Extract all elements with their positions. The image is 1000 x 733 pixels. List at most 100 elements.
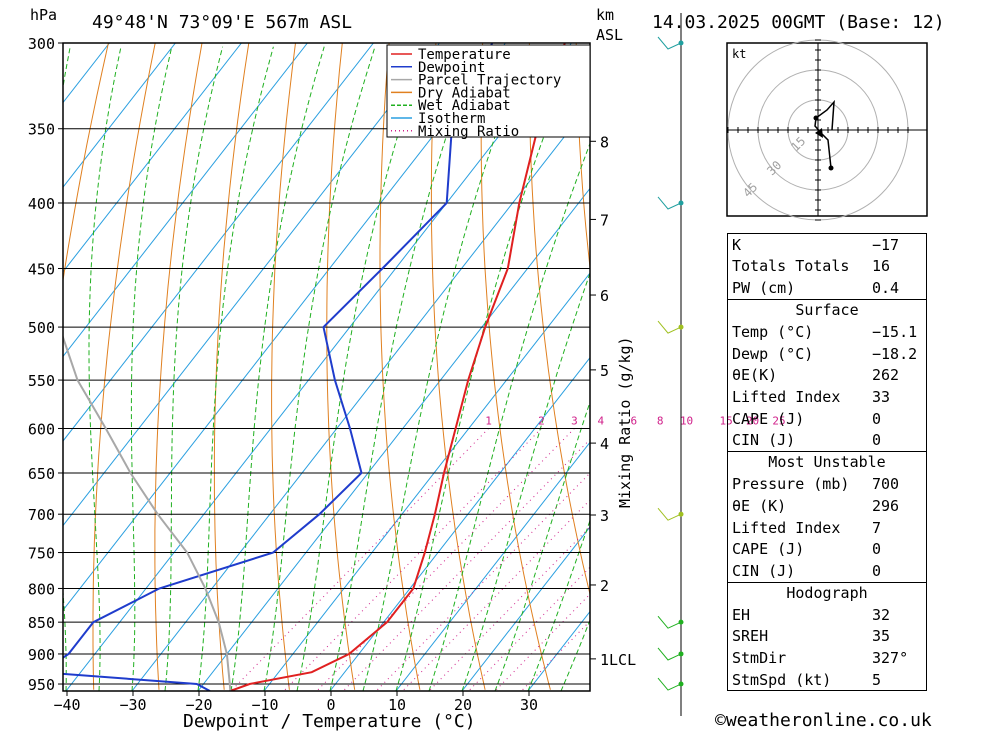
wet-adiabat-line — [164, 46, 224, 691]
x-tick-label: 10 — [388, 696, 406, 714]
isotherm-line — [63, 43, 506, 612]
isotherm-line — [63, 43, 440, 527]
hodograph-unit-label: kt — [732, 47, 746, 61]
storm-motion-marker — [815, 128, 823, 138]
chart-grid — [63, 43, 1000, 691]
isotherm-line — [461, 526, 590, 691]
chart-axes: 3003504004505005506006507007508008509009… — [28, 35, 636, 714]
surface-cin-label: CIN (J) — [732, 431, 796, 450]
hpa-label: hPa — [30, 6, 57, 24]
surface-temp-value: −15.1 — [872, 323, 918, 342]
k-index-label: K — [732, 235, 742, 254]
totals-value: 16 — [872, 257, 891, 276]
surface-temp-label: Temp (°C) — [732, 323, 814, 342]
km-tick-label: 3 — [600, 507, 609, 525]
wind-barb — [657, 36, 682, 50]
isotherm-line — [65, 43, 572, 691]
y-tick-label: 750 — [28, 545, 55, 563]
km-tick-label: 7 — [600, 211, 609, 229]
hodograph-title: Hodograph — [786, 583, 868, 602]
x-axis-title: Dewpoint / Temperature (°C) — [183, 711, 476, 732]
surface-cape-value: 0 — [872, 409, 882, 428]
wet-adiabat-line — [461, 271, 590, 691]
y-tick-label: 350 — [28, 121, 55, 139]
mixing-ratio-label: 3 — [571, 414, 578, 427]
km-tick-label: 4 — [600, 435, 609, 453]
isotherm-line — [63, 43, 374, 442]
mixing-ratio-label: 10 — [680, 414, 693, 427]
stmdir-row: StmDir 327° — [728, 647, 926, 669]
y-tick-label: 900 — [28, 646, 55, 664]
sreh-row: SREH 35 — [728, 626, 926, 648]
stmdir-value: 327° — [872, 649, 909, 668]
surface-title: Surface — [795, 300, 859, 319]
isotherm-line — [63, 43, 242, 273]
mu-cin-row: CIN (J) 0 — [728, 560, 926, 582]
isotherm-line — [395, 441, 590, 691]
km-tick-label: 2 — [600, 577, 609, 595]
mu-pressure-row: Pressure (mb) 700 — [728, 474, 926, 496]
mixing-ratio-label: 15 — [720, 414, 733, 427]
asl-label: ASL — [596, 26, 623, 44]
surface-theta-row: θE(K) 262 — [728, 365, 926, 387]
wet-adiabat-line — [527, 519, 590, 691]
parcel-trajectory-profile — [63, 334, 232, 691]
surface-dewp-row: Dewp (°C) −18.2 — [728, 343, 926, 365]
dry-adiabat-line — [63, 43, 109, 284]
wet-adiabat-line — [428, 142, 590, 691]
km-tick-label: 6 — [600, 287, 609, 305]
y-tick-label: 300 — [28, 35, 55, 53]
dry-adiabat-line — [154, 43, 203, 690]
mu-cape-label: CAPE (J) — [732, 540, 805, 559]
plot-frame — [62, 42, 591, 692]
x-tick-label: −20 — [185, 696, 212, 714]
x-tick-label: −40 — [53, 696, 80, 714]
dry-adiabat-line — [575, 43, 590, 272]
hodograph-point — [813, 115, 819, 121]
hodograph-trace — [814, 99, 835, 169]
y-tick-label: 850 — [28, 614, 55, 632]
surface-cape-label: CAPE (J) — [732, 409, 805, 428]
y-tick-label: 800 — [28, 580, 55, 598]
pw-row: PW (cm) 0.4 — [728, 277, 926, 299]
wet-adiabat-line — [88, 46, 122, 691]
dry-adiabat-line — [950, 43, 1000, 690]
sreh-value: 35 — [872, 627, 891, 646]
wet-adiabat-line — [130, 46, 173, 691]
dry-adiabat-line — [92, 43, 156, 690]
totals-row: Totals Totals 16 — [728, 256, 926, 278]
legend-label: Mixing Ratio — [418, 124, 519, 140]
surface-cape-row: CAPE (J) 0 — [728, 408, 926, 430]
wet-adiabat-line — [329, 46, 478, 691]
pw-value: 0.4 — [872, 278, 900, 297]
legend-box — [386, 44, 591, 138]
k-index-value: −17 — [872, 235, 900, 254]
mixing-ratio-label: 20 — [746, 414, 759, 427]
wet-adiabat-line — [395, 46, 579, 691]
hodograph-section: Hodograph EH 32 SREH 35 StmDir 327° StmSpd … — [727, 581, 927, 692]
x-tick-label: −10 — [251, 696, 278, 714]
most-unstable-title: Most Unstable — [768, 452, 886, 471]
legend-label: Dewpoint — [418, 60, 485, 76]
chart-profiles — [63, 43, 566, 691]
wind-barb — [657, 647, 682, 661]
km-tick-label: 8 — [600, 133, 609, 151]
isotherm-line — [197, 187, 590, 691]
surface-temp-row: Temp (°C) −15.1 — [728, 321, 926, 343]
legend-label: Temperature — [418, 47, 511, 63]
y-tick-label: 450 — [28, 260, 55, 278]
mu-cin-label: CIN (J) — [732, 561, 796, 580]
x-tick-label: 20 — [454, 696, 472, 714]
mu-theta-row: θE (K) 296 — [728, 495, 926, 517]
y-tick-label: 400 — [28, 195, 55, 213]
mixing-ratio-label: 2 — [538, 414, 545, 427]
surface-dewp-label: Dewp (°C) — [732, 344, 814, 363]
indices-panel: K −17 Totals Totals 16 PW (cm) 0.4 Surface … — [727, 233, 927, 692]
wet-adiabat-line — [230, 46, 325, 691]
surface-cin-value: 0 — [872, 431, 882, 450]
surface-cin-row: CIN (J) 0 — [728, 429, 926, 451]
mu-li-label: Lifted Index — [732, 518, 841, 537]
km-label: km — [596, 6, 614, 24]
x-tick-label: −30 — [119, 696, 146, 714]
surface-li-row: Lifted Index 33 — [728, 386, 926, 408]
